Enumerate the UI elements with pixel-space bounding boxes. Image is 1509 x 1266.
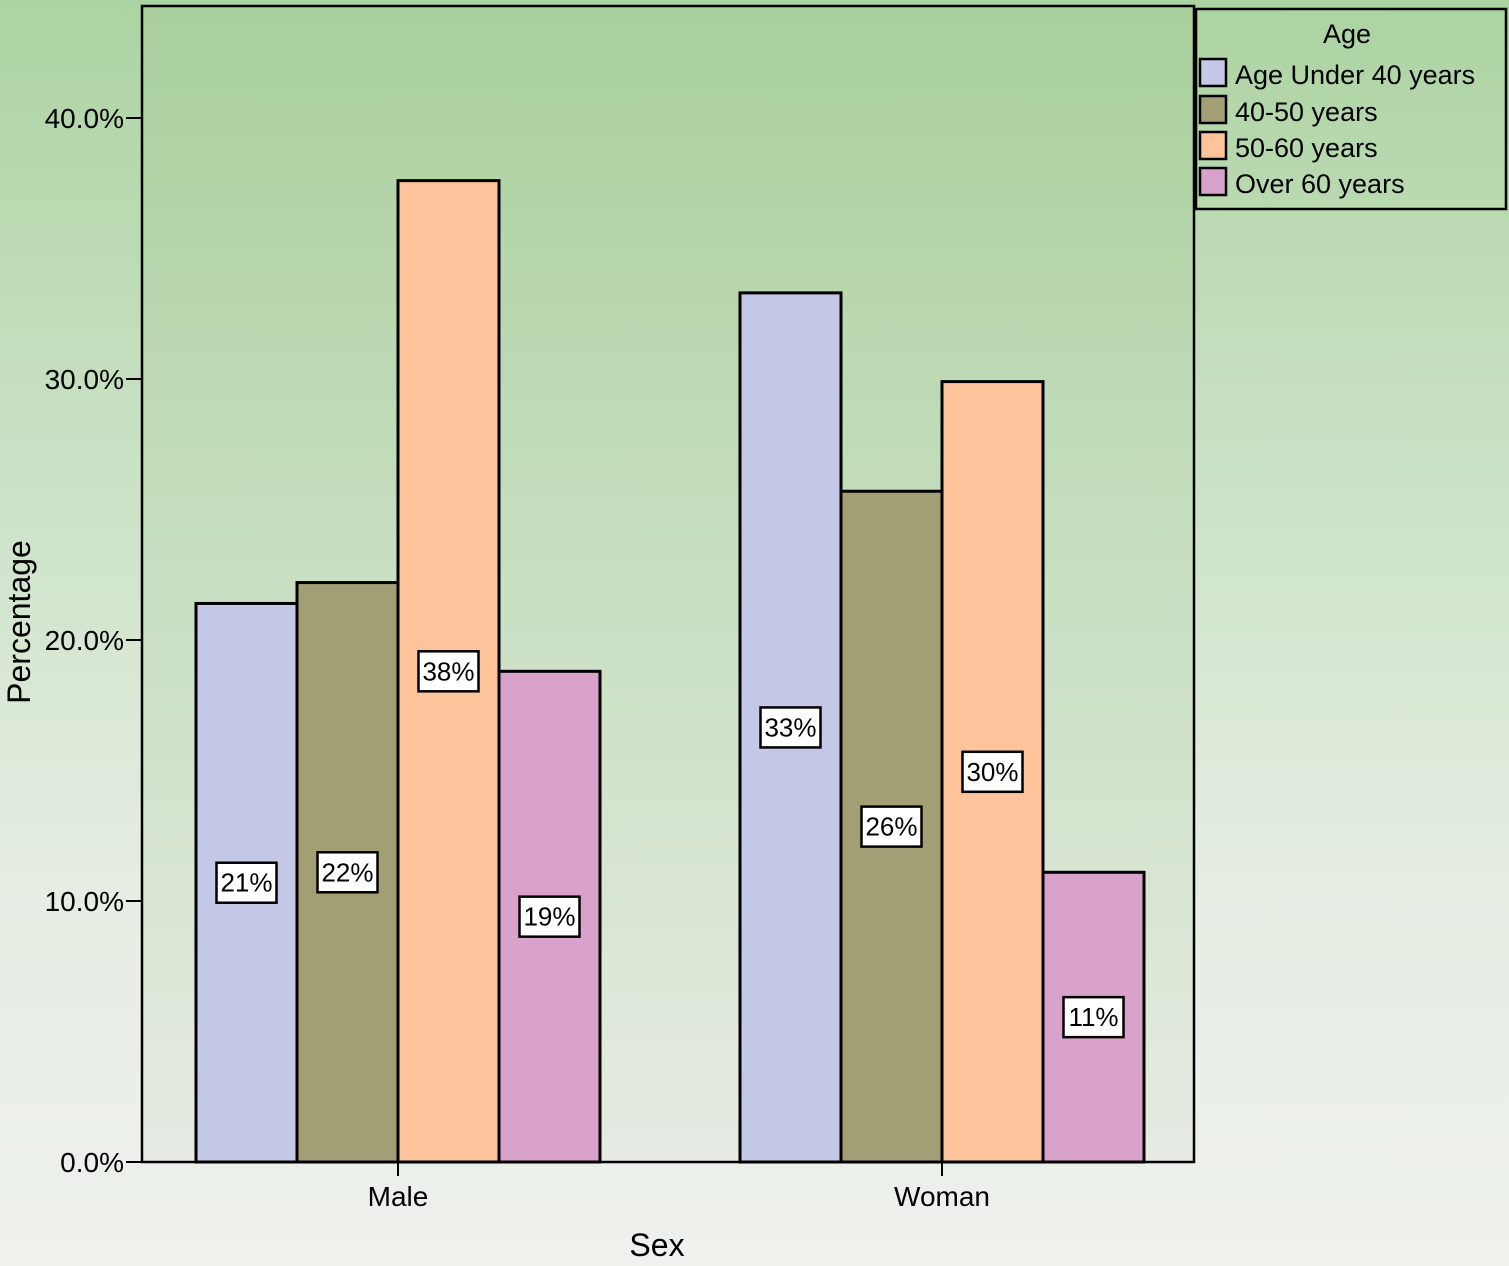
data-label-box-woman-0 bbox=[759, 706, 822, 749]
y-axis-title: Percentage bbox=[1, 540, 37, 704]
data-label-male-3: 19% bbox=[523, 902, 575, 932]
data-label-woman-2: 30% bbox=[966, 757, 1018, 787]
data-label-box-male-1 bbox=[316, 851, 379, 894]
data-label-woman-0: 33% bbox=[764, 712, 816, 742]
y-tick-label-3: 30.0% bbox=[45, 364, 124, 395]
legend-box bbox=[1194, 7, 1508, 211]
y-tick-label-0: 0.0% bbox=[60, 1147, 124, 1178]
data-label-male-1: 22% bbox=[321, 857, 373, 887]
x-axis-title: Sex bbox=[629, 1227, 684, 1263]
x-category-label-1: Woman bbox=[894, 1181, 990, 1212]
legend-label-0: Age Under 40 years bbox=[1235, 60, 1475, 90]
data-label-box-woman-1 bbox=[860, 805, 923, 848]
x-axis: Male Woman bbox=[368, 1162, 990, 1212]
legend-swatch-0 bbox=[1198, 57, 1228, 88]
legend-swatch-1 bbox=[1198, 94, 1228, 125]
y-tick-label-4: 40.0% bbox=[45, 103, 124, 134]
legend-label-2: 50-60 years bbox=[1235, 133, 1378, 163]
data-label-box-male-0 bbox=[215, 861, 278, 904]
data-label-box-male-3 bbox=[518, 895, 581, 938]
legend-label-3: Over 60 years bbox=[1235, 169, 1405, 199]
data-label-box-woman-3 bbox=[1062, 995, 1125, 1039]
legend-label-1: 40-50 years bbox=[1235, 97, 1378, 127]
data-label-box-woman-2 bbox=[961, 750, 1024, 794]
legend-swatch-3 bbox=[1198, 166, 1228, 197]
legend-title: Age bbox=[1323, 19, 1371, 49]
data-label-male-2: 38% bbox=[422, 656, 474, 686]
y-tick-label-1: 10.0% bbox=[45, 886, 124, 917]
legend: Age Age Under 40 years 40-50 years 50-60 y… bbox=[1194, 7, 1508, 211]
y-axis: 0.0% 10.0% 20.0% 30.0% 40.0% bbox=[45, 103, 142, 1178]
legend-swatch-2 bbox=[1198, 130, 1228, 161]
x-category-label-0: Male bbox=[368, 1181, 429, 1212]
y-tick-label-2: 20.0% bbox=[45, 625, 124, 656]
data-label-woman-3: 11% bbox=[1068, 1002, 1118, 1032]
bars-group: 21% 22% 38% 19% 33% 26% 30% 11% bbox=[194, 179, 1146, 1164]
data-label-woman-1: 26% bbox=[865, 812, 917, 842]
data-label-box-male-2 bbox=[417, 650, 480, 693]
data-label-male-0: 21% bbox=[220, 868, 272, 898]
